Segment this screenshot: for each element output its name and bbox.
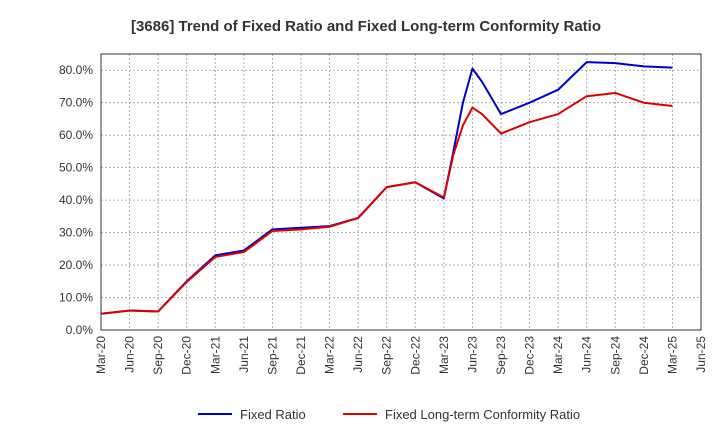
x-tick-label: Jun-23 bbox=[465, 336, 479, 373]
y-tick-label: 50.0% bbox=[59, 161, 93, 175]
x-tick-label: Dec-22 bbox=[408, 336, 422, 375]
x-tick-label: Jun-22 bbox=[351, 336, 365, 373]
chart-title: [3686] Trend of Fixed Ratio and Fixed Lo… bbox=[131, 18, 601, 35]
x-tick-label: Sep-22 bbox=[380, 336, 394, 375]
series-line-fixed-long-term-conformity-ratio bbox=[100, 91, 673, 315]
x-tick-label: Jun-24 bbox=[580, 336, 594, 373]
x-tick-label: Dec-23 bbox=[523, 336, 537, 375]
x-tick-label: Mar-22 bbox=[323, 336, 337, 374]
legend-label: Fixed Ratio bbox=[240, 407, 306, 422]
y-tick-label: 70.0% bbox=[59, 96, 93, 110]
y-tick-label: 60.0% bbox=[59, 128, 93, 142]
plot-area bbox=[100, 53, 702, 331]
grid bbox=[100, 54, 702, 331]
y-tick-label: 10.0% bbox=[59, 291, 93, 305]
x-tick-label: Mar-23 bbox=[437, 336, 451, 374]
y-tick-label: 20.0% bbox=[59, 258, 93, 272]
legend: Fixed Ratio Fixed Long-term Conformity Ra… bbox=[198, 407, 580, 422]
y-tick-label: 80.0% bbox=[59, 63, 93, 77]
y-tick-label: 0.0% bbox=[66, 323, 94, 337]
x-tick-label: Jun-25 bbox=[694, 336, 708, 373]
x-tick-label: Sep-21 bbox=[265, 336, 279, 375]
x-axis: Mar-20 Jun-20 Sep-20 Dec-20 Mar-21 Jun-21 Sep-… bbox=[94, 336, 708, 375]
series-lines bbox=[100, 61, 673, 315]
y-axis: 0.0% 10.0% 20.0% 30.0% 40.0% 50.0% 60.0% 70.0% 8… bbox=[59, 63, 93, 337]
x-tick-label: Jun-20 bbox=[123, 336, 137, 373]
x-tick-label: Mar-24 bbox=[551, 336, 565, 374]
x-tick-label: Mar-21 bbox=[208, 336, 222, 374]
x-tick-label: Sep-24 bbox=[608, 336, 622, 375]
x-tick-label: Mar-25 bbox=[665, 336, 679, 374]
x-tick-label: Dec-21 bbox=[294, 336, 308, 375]
y-tick-label: 40.0% bbox=[59, 193, 93, 207]
x-tick-label: Sep-23 bbox=[494, 336, 508, 375]
x-tick-label: Dec-24 bbox=[637, 336, 651, 375]
y-tick-label: 30.0% bbox=[59, 226, 93, 240]
x-tick-label: Sep-20 bbox=[151, 336, 165, 375]
legend-label: Fixed Long-term Conformity Ratio bbox=[385, 407, 580, 422]
x-tick-label: Dec-20 bbox=[180, 336, 194, 375]
x-tick-label: Jun-21 bbox=[237, 336, 251, 373]
x-tick-label: Mar-20 bbox=[94, 336, 108, 374]
